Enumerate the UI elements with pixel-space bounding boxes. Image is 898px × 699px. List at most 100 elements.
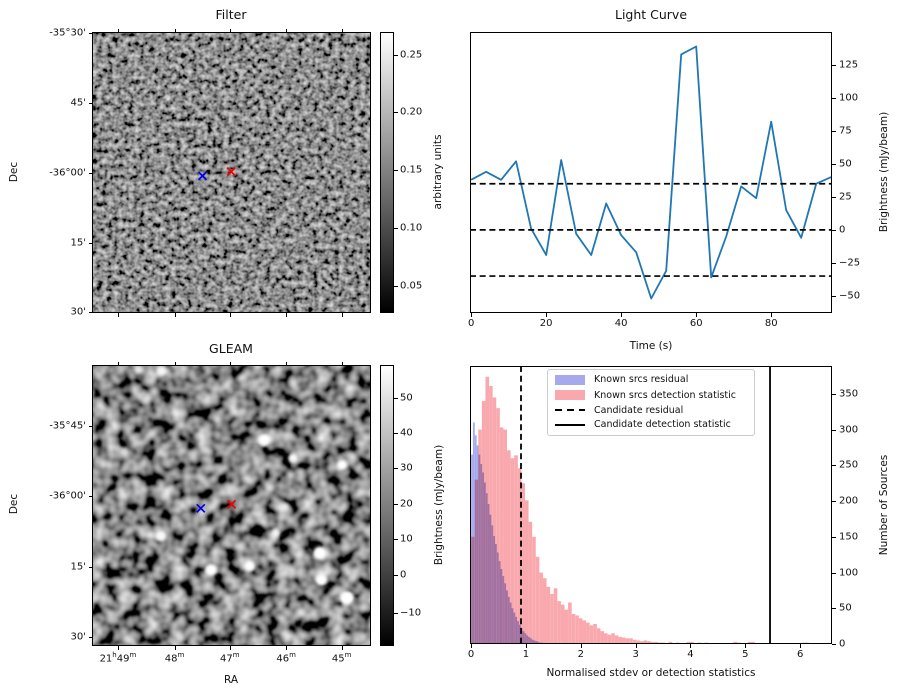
tick-mark (174, 28, 176, 32)
pink-hist-bar (539, 572, 543, 644)
tick-label: 30' (70, 306, 86, 318)
legend-label: Known srcs detection statistic (594, 389, 736, 401)
blue-hist-bar (487, 503, 490, 644)
ra-tick-label: 48m (165, 651, 185, 664)
tick-mark (229, 361, 231, 365)
tick-mark (88, 495, 92, 497)
blue-hist-bar (520, 628, 523, 644)
cross-marker (226, 167, 236, 177)
legend-label: Candidate detection statistic (594, 419, 731, 431)
ra-axis-label: RA (223, 674, 239, 686)
legend-item-known-residual: Known srcs residual (555, 375, 747, 385)
blue-hist-bar (535, 641, 538, 644)
ra-sup: m (177, 651, 185, 659)
tick-label: 1 (522, 649, 530, 660)
filter-colorbar (380, 32, 394, 313)
tick-mark (832, 393, 836, 395)
tick-mark (341, 28, 343, 32)
blue-hist-bar (540, 642, 543, 644)
blue-hist-bar (489, 514, 492, 644)
tick-label: 40 (400, 427, 413, 439)
pink-hist-bar (582, 620, 587, 644)
pink-hist-bar (542, 578, 547, 644)
blue-hist-bar (482, 472, 484, 644)
radio-source-blob (281, 502, 290, 511)
tick-mark (88, 566, 92, 568)
tick-mark (832, 64, 836, 66)
tick-label: 0.15 (400, 164, 423, 176)
pink-hist-bar (550, 593, 554, 644)
ra-tick-label: 45m (332, 651, 352, 664)
tick-mark (832, 536, 836, 538)
blue-hist-bar (528, 636, 530, 644)
pink-hist-bar (686, 641, 691, 644)
tick-mark (394, 170, 398, 172)
tick-label: 0 (400, 569, 407, 581)
light-curve-plot (470, 45, 832, 300)
radio-source-blob (339, 590, 355, 606)
tick-label: 0.05 (400, 280, 423, 292)
tick-mark (832, 130, 836, 132)
tick-label: 60 (689, 318, 703, 329)
pink-hist-bar (736, 642, 741, 644)
tick-label: 2 (577, 649, 584, 660)
tick-mark (832, 229, 836, 231)
tick-mark (832, 644, 836, 645)
blue-hist-bar (506, 590, 508, 644)
pink-hist-bar (553, 588, 558, 644)
radio-source-blob (134, 366, 143, 375)
tick-mark (832, 262, 836, 264)
filter-colorbar-label: arbitrary units (432, 134, 444, 210)
dec-axis-label-top: Dec (8, 161, 20, 183)
tick-label: 0.25 (400, 49, 423, 61)
tick-label: 350 (839, 388, 859, 400)
pink-hist-bar (524, 500, 529, 644)
tick-mark (394, 54, 398, 56)
pink-hist-bar (621, 637, 626, 644)
pink-hist-bar (661, 642, 666, 644)
time-axis-label: Time (s) (629, 340, 673, 352)
tick-label: -35°30' (49, 27, 86, 39)
pink-hist-bar (546, 586, 551, 644)
blue-hist-bar (500, 568, 503, 644)
pink-hist-bar (564, 609, 569, 644)
tick-label: -36°00' (49, 490, 86, 502)
tick-mark (580, 644, 582, 648)
tick-label: 100 (839, 92, 859, 104)
pink-hist-bar (568, 602, 572, 644)
tick-mark (696, 313, 698, 317)
tick-mark (832, 608, 836, 610)
tick-label: 50 (839, 602, 852, 614)
tick-label: 45' (70, 97, 86, 109)
light-curve-title: Light Curve (614, 7, 688, 22)
blue-hist-bar (509, 602, 512, 644)
tick-label: 4 (687, 649, 694, 660)
blue-hist-bar (472, 422, 475, 644)
pink-hist-bar (801, 642, 806, 644)
gleam-sky-image (92, 365, 371, 646)
blue-hist-bar (524, 633, 527, 644)
light-curve-line (470, 45, 832, 300)
blue-hist-bar (471, 454, 473, 644)
tick-mark (546, 313, 548, 317)
pink-hist-bar (521, 483, 525, 644)
tick-mark (471, 644, 473, 648)
tick-mark (832, 295, 836, 297)
tick-label: 75 (839, 125, 852, 137)
ra-sup: m (344, 651, 352, 659)
blue-hist-bar (485, 493, 488, 644)
tick-mark (832, 163, 836, 165)
pink-hist-bar (589, 625, 594, 644)
cross-marker (196, 503, 206, 513)
blue-hist-bar (511, 608, 514, 644)
radio-source-blob (259, 518, 267, 526)
tick-label: −50 (839, 290, 861, 302)
tick-mark (621, 313, 623, 317)
pink-hist-bar (514, 455, 518, 644)
blue-hist-bar (483, 482, 486, 644)
tick-label: 25 (839, 191, 852, 203)
tick-label: −25 (839, 257, 861, 269)
pink-hist-bar (499, 427, 504, 644)
ra-text: 48 (164, 653, 178, 665)
legend-pink-patch-icon (555, 390, 585, 401)
